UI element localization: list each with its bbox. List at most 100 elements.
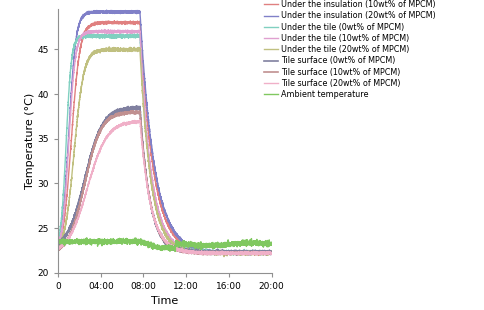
- Ambient temperature: [262, 241, 268, 245]
- Under the insulation (20wt% of MPCM): [157, 191, 163, 194]
- Tile surface (0wt% of MPCM): [211, 249, 216, 253]
- Under the tile (0wt% of MPCM): [127, 32, 133, 36]
- Tile surface (0wt% of MPCM): [234, 253, 240, 257]
- Line: Under the tile (0wt% of MPCM): Under the tile (0wt% of MPCM): [58, 34, 272, 255]
- Under the insulation (10wt% of MPCM): [145, 123, 151, 127]
- Line: Tile surface (20wt% of MPCM): Tile surface (20wt% of MPCM): [58, 120, 272, 255]
- Under the insulation (10wt% of MPCM): [55, 242, 61, 246]
- Under the tile (0wt% of MPCM): [145, 146, 151, 150]
- Tile surface (10wt% of MPCM): [252, 251, 257, 255]
- Legend: Under the insulation (10wt% of MPCM), Under the insulation (20wt% of MPCM), Unde: Under the insulation (10wt% of MPCM), Un…: [264, 0, 436, 99]
- Tile surface (10wt% of MPCM): [211, 252, 216, 255]
- Tile surface (20wt% of MPCM): [262, 251, 268, 255]
- Tile surface (0wt% of MPCM): [134, 104, 139, 108]
- Under the tile (0wt% of MPCM): [269, 250, 274, 254]
- Under the insulation (10wt% of MPCM): [262, 250, 268, 254]
- Under the insulation (20wt% of MPCM): [147, 127, 152, 131]
- Y-axis label: Temperature (°C): Temperature (°C): [25, 93, 35, 189]
- Tile surface (20wt% of MPCM): [55, 247, 61, 251]
- X-axis label: Time: Time: [151, 296, 179, 306]
- Tile surface (20wt% of MPCM): [157, 231, 163, 234]
- Tile surface (20wt% of MPCM): [145, 189, 151, 193]
- Under the tile (0wt% of MPCM): [157, 214, 163, 217]
- Under the tile (0wt% of MPCM): [230, 253, 236, 257]
- Tile surface (0wt% of MPCM): [157, 231, 163, 235]
- Under the tile (0wt% of MPCM): [252, 250, 257, 254]
- Under the tile (0wt% of MPCM): [262, 251, 268, 255]
- Line: Tile surface (10wt% of MPCM): Tile surface (10wt% of MPCM): [58, 111, 272, 255]
- Under the insulation (10wt% of MPCM): [147, 139, 152, 143]
- Tile surface (10wt% of MPCM): [130, 109, 136, 113]
- Tile surface (10wt% of MPCM): [157, 230, 163, 234]
- Under the tile (20wt% of MPCM): [262, 250, 268, 254]
- Under the insulation (20wt% of MPCM): [269, 251, 274, 255]
- Under the insulation (20wt% of MPCM): [252, 251, 257, 255]
- Tile surface (10wt% of MPCM): [55, 248, 61, 252]
- Under the tile (0wt% of MPCM): [211, 249, 216, 253]
- Under the tile (10wt% of MPCM): [157, 212, 163, 216]
- Under the insulation (10wt% of MPCM): [252, 252, 257, 256]
- Under the insulation (10wt% of MPCM): [256, 254, 261, 257]
- Under the insulation (10wt% of MPCM): [111, 19, 117, 23]
- Line: Under the tile (20wt% of MPCM): Under the tile (20wt% of MPCM): [58, 47, 272, 257]
- Under the insulation (20wt% of MPCM): [211, 250, 216, 254]
- Under the tile (10wt% of MPCM): [102, 28, 107, 31]
- Ambient temperature: [252, 240, 257, 244]
- Tile surface (20wt% of MPCM): [269, 252, 274, 255]
- Ambient temperature: [172, 250, 178, 253]
- Under the insulation (20wt% of MPCM): [104, 8, 109, 12]
- Under the tile (20wt% of MPCM): [147, 168, 152, 172]
- Ambient temperature: [269, 242, 274, 246]
- Tile surface (10wt% of MPCM): [200, 253, 206, 257]
- Under the tile (20wt% of MPCM): [269, 251, 274, 255]
- Tile surface (0wt% of MPCM): [262, 251, 268, 255]
- Line: Under the tile (10wt% of MPCM): Under the tile (10wt% of MPCM): [58, 29, 272, 255]
- Tile surface (10wt% of MPCM): [145, 187, 151, 190]
- Under the tile (10wt% of MPCM): [262, 252, 268, 255]
- Tile surface (10wt% of MPCM): [262, 250, 268, 254]
- Under the tile (20wt% of MPCM): [157, 217, 163, 221]
- Under the tile (10wt% of MPCM): [145, 141, 151, 145]
- Under the tile (20wt% of MPCM): [252, 251, 257, 255]
- Under the insulation (20wt% of MPCM): [262, 251, 268, 255]
- Under the tile (20wt% of MPCM): [55, 247, 61, 251]
- Tile surface (10wt% of MPCM): [147, 196, 152, 199]
- Tile surface (0wt% of MPCM): [269, 251, 274, 255]
- Under the tile (0wt% of MPCM): [55, 238, 61, 241]
- Under the tile (20wt% of MPCM): [106, 45, 112, 49]
- Line: Ambient temperature: Ambient temperature: [58, 238, 272, 251]
- Ambient temperature: [147, 244, 152, 248]
- Under the insulation (10wt% of MPCM): [157, 198, 163, 202]
- Under the tile (20wt% of MPCM): [221, 255, 227, 259]
- Under the tile (20wt% of MPCM): [211, 252, 216, 255]
- Under the tile (10wt% of MPCM): [211, 250, 216, 254]
- Line: Under the insulation (10wt% of MPCM): Under the insulation (10wt% of MPCM): [58, 21, 272, 255]
- Under the tile (10wt% of MPCM): [55, 244, 61, 247]
- Tile surface (20wt% of MPCM): [147, 198, 152, 202]
- Under the insulation (20wt% of MPCM): [145, 111, 151, 115]
- Ambient temperature: [84, 236, 90, 240]
- Tile surface (20wt% of MPCM): [211, 252, 216, 256]
- Under the tile (10wt% of MPCM): [252, 252, 257, 255]
- Tile surface (0wt% of MPCM): [147, 196, 152, 200]
- Ambient temperature: [55, 239, 61, 243]
- Line: Under the insulation (20wt% of MPCM): Under the insulation (20wt% of MPCM): [58, 10, 272, 255]
- Under the tile (20wt% of MPCM): [145, 153, 151, 157]
- Tile surface (20wt% of MPCM): [252, 252, 257, 256]
- Ambient temperature: [211, 243, 216, 247]
- Tile surface (20wt% of MPCM): [208, 253, 213, 257]
- Ambient temperature: [157, 247, 163, 251]
- Under the insulation (10wt% of MPCM): [269, 252, 274, 255]
- Under the tile (10wt% of MPCM): [147, 157, 152, 160]
- Ambient temperature: [145, 241, 151, 245]
- Under the insulation (20wt% of MPCM): [258, 253, 264, 257]
- Under the tile (10wt% of MPCM): [263, 253, 269, 257]
- Under the tile (0wt% of MPCM): [147, 163, 152, 167]
- Tile surface (0wt% of MPCM): [252, 250, 257, 254]
- Line: Tile surface (0wt% of MPCM): Tile surface (0wt% of MPCM): [58, 106, 272, 255]
- Tile surface (10wt% of MPCM): [269, 251, 274, 255]
- Tile surface (0wt% of MPCM): [145, 187, 151, 190]
- Tile surface (0wt% of MPCM): [55, 241, 61, 245]
- Under the insulation (20wt% of MPCM): [55, 241, 61, 245]
- Tile surface (20wt% of MPCM): [137, 118, 143, 122]
